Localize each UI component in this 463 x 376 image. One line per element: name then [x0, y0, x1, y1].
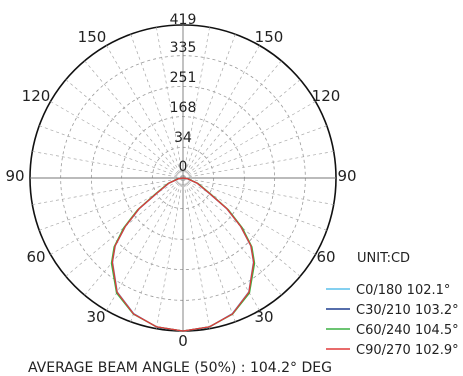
grid-spoke: [182, 101, 316, 179]
radial-tick-335: 335: [170, 40, 197, 56]
legend-label-1: C30/210 103.2°: [356, 303, 459, 318]
polar-grid: [29, 24, 337, 332]
radial-tick-419: 419: [170, 12, 197, 28]
legend-label-2: C60/240 104.5°: [356, 323, 459, 338]
angle-label-0-bottom: 0: [178, 332, 188, 350]
angle-label-120-right: 120: [312, 87, 341, 105]
grid-spoke: [182, 177, 334, 205]
intensity-curves: [110, 177, 256, 332]
radial-tick-34: 34: [174, 130, 192, 146]
grid-spoke: [39, 125, 184, 179]
grid-spoke: [182, 27, 210, 179]
unit-label: UNIT:CD: [357, 251, 410, 266]
grid-spoke: [39, 177, 184, 231]
grid-spoke: [106, 45, 184, 179]
grid-spoke: [182, 177, 260, 311]
grid-spoke: [182, 45, 260, 179]
angle-label-30-left: 30: [86, 308, 105, 326]
grid-spoke: [156, 27, 184, 179]
grid-spoke: [65, 177, 184, 277]
angle-label-120-left: 120: [22, 87, 51, 105]
grid-spoke: [106, 177, 184, 311]
angle-label-150-left: 150: [78, 28, 107, 46]
radial-tick-251: 251: [170, 70, 197, 86]
grid-spoke: [182, 125, 327, 179]
radial-tick-0: 0: [179, 159, 188, 175]
grid-spoke: [130, 177, 184, 322]
grid-spoke: [182, 177, 301, 277]
grid-spoke: [156, 177, 184, 329]
grid-spoke: [182, 34, 236, 179]
grid-spoke: [84, 177, 184, 296]
grid-spoke: [50, 101, 184, 179]
legend-label-3: C90/270 102.9°: [356, 343, 459, 358]
angle-label-90-right: 90: [337, 167, 356, 185]
radial-tick-168: 168: [170, 100, 197, 116]
grid-spoke: [32, 177, 184, 205]
grid-spoke: [130, 34, 184, 179]
grid-spoke: [182, 177, 210, 329]
grid-spoke: [84, 60, 184, 179]
grid-spoke: [65, 79, 184, 179]
legend: C0/180 102.1° C30/210 103.2° C60/240 104.5…: [326, 283, 459, 358]
grid-spoke: [32, 151, 184, 179]
grid-spoke: [182, 177, 236, 322]
angle-label-60-left: 60: [26, 248, 45, 266]
legend-label-0: C0/180 102.1°: [356, 283, 450, 298]
grid-spoke: [182, 177, 327, 231]
grid-spoke: [182, 79, 301, 179]
grid-spoke: [182, 60, 282, 179]
series-curve-3: [111, 177, 255, 332]
beam-angle-note: AVERAGE BEAM ANGLE (50%) : 104.2° DEG: [28, 360, 332, 376]
angle-label-90-left: 90: [5, 167, 24, 185]
angle-label-30-right: 30: [254, 308, 273, 326]
grid-spoke: [182, 151, 334, 179]
grid-spoke: [182, 177, 282, 296]
angle-label-150-right: 150: [255, 28, 284, 46]
angle-label-60-right: 60: [316, 248, 335, 266]
